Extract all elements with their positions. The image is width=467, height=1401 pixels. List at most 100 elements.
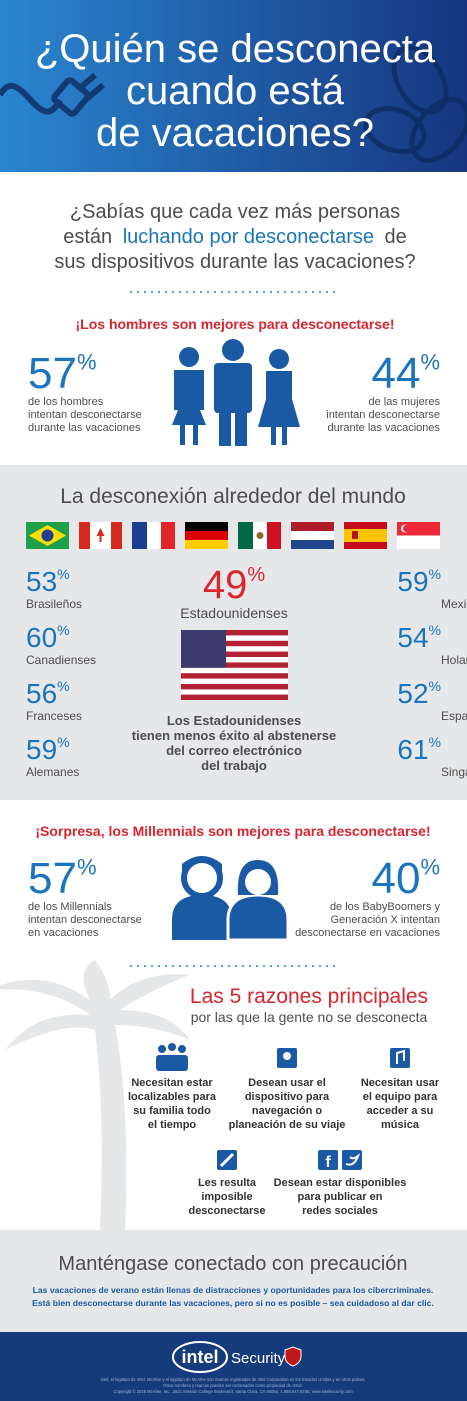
intel-swoosh bbox=[172, 1341, 228, 1373]
percent-sign: % bbox=[77, 855, 97, 880]
reasons-title: Las 5 razones principales bbox=[190, 985, 428, 1008]
title-line: ¿Quién se desconecta bbox=[35, 27, 436, 71]
intro: ¿Sabías que cada vez más personas están … bbox=[54, 201, 415, 273]
percent-sign: % bbox=[429, 622, 441, 638]
label-line: durante las vacaciones bbox=[327, 422, 440, 434]
stat-value: 56 bbox=[26, 678, 57, 709]
svg-text:f: f bbox=[325, 1154, 331, 1171]
label-line: Les resulta bbox=[198, 1177, 257, 1189]
reason-icons: f bbox=[156, 1043, 410, 1171]
label-line: de las mujeres bbox=[368, 396, 440, 408]
section-heading: ¡Los hombres son mejores para desconecta… bbox=[76, 316, 395, 332]
label-line: el tiempo bbox=[148, 1119, 197, 1131]
percent-sign: % bbox=[57, 622, 69, 638]
stat-value: 54 bbox=[397, 622, 428, 653]
percent-sign: % bbox=[57, 566, 69, 582]
label-line: Necesitan estar bbox=[131, 1077, 213, 1089]
label-line: desconectarse bbox=[188, 1205, 265, 1217]
stat-value: 59 bbox=[26, 734, 57, 765]
country-label: Alemanes bbox=[26, 765, 79, 779]
flower-icon bbox=[363, 45, 467, 163]
stat: 54% bbox=[397, 622, 441, 653]
percent-sign: % bbox=[429, 734, 441, 750]
intro-bg bbox=[0, 172, 467, 465]
flags bbox=[26, 522, 440, 549]
gender-figures bbox=[172, 339, 300, 446]
flag-mexico bbox=[238, 522, 281, 549]
plug-icon bbox=[0, 72, 105, 117]
percent-sign: % bbox=[57, 734, 69, 750]
flag-spain bbox=[344, 522, 387, 549]
stat: 57% bbox=[28, 854, 97, 903]
stat-value: 60 bbox=[26, 622, 57, 653]
label-line: imposible bbox=[201, 1191, 252, 1203]
palm-tree bbox=[0, 960, 190, 1230]
stat: 59% bbox=[397, 566, 441, 597]
label-line: en vacaciones bbox=[28, 927, 99, 939]
stat: 40% bbox=[371, 854, 440, 903]
music-icon bbox=[390, 1048, 410, 1068]
mcafee-shield bbox=[284, 1346, 302, 1367]
footer-bg bbox=[0, 1332, 467, 1401]
label-line: desconectarse en vacaciones bbox=[295, 927, 440, 939]
label-line: Desean estar disponibles bbox=[274, 1177, 407, 1189]
label-line: navegación o bbox=[252, 1105, 323, 1117]
brand: intel bbox=[181, 1347, 218, 1367]
family-icon bbox=[156, 1043, 188, 1071]
stat-value: 61 bbox=[397, 734, 428, 765]
label-line: del trabajo bbox=[201, 758, 267, 773]
label-line: música bbox=[381, 1119, 420, 1131]
percent-sign: % bbox=[420, 855, 440, 880]
percent-sign: % bbox=[57, 678, 69, 694]
title-line: de vacaciones? bbox=[96, 111, 374, 155]
label-line: Los Estadounidenses bbox=[167, 713, 301, 728]
social-icons: f bbox=[318, 1150, 362, 1171]
us-flag bbox=[181, 630, 288, 700]
flag-canada bbox=[79, 522, 122, 549]
country-label: Franceses bbox=[26, 709, 82, 723]
percent-sign: % bbox=[247, 564, 265, 586]
country-label: Brasileños bbox=[26, 597, 82, 611]
header-title: ¿Quién se desconecta cuando está de vaca… bbox=[35, 27, 436, 155]
stat: 60% bbox=[26, 622, 70, 653]
label-line: durante las vacaciones bbox=[28, 422, 141, 434]
stat: 49% bbox=[203, 563, 266, 607]
percent-sign: % bbox=[429, 678, 441, 694]
country-label: Españoles bbox=[441, 709, 467, 723]
country-label: Canadienses bbox=[26, 653, 96, 667]
closing-line: Está bien desconectarse durante las vaca… bbox=[32, 1298, 434, 1308]
stat-value: 40 bbox=[371, 854, 420, 903]
label-line: de los Millennials bbox=[28, 901, 112, 913]
label-line: intentan desconectarse bbox=[326, 409, 440, 421]
country-label: Mexicanos bbox=[441, 597, 467, 611]
flag-brazil bbox=[26, 522, 69, 549]
intro-line: están luchando por desconectarse de bbox=[63, 226, 407, 248]
intro-text: están bbox=[63, 226, 112, 248]
stat: 52% bbox=[397, 678, 441, 709]
label-line: dispositivo para bbox=[245, 1091, 330, 1103]
millennials-icon bbox=[172, 856, 290, 942]
stat: 57% bbox=[28, 349, 97, 398]
label-line: intentan desconectarse bbox=[28, 914, 142, 926]
closing-line: Las vacaciones de verano están llenas de… bbox=[33, 1285, 434, 1295]
tools-icon bbox=[217, 1150, 237, 1170]
reasons-subtitle: por las que la gente no se desconecta bbox=[191, 1009, 428, 1025]
legal-line: Intel, el logotipo de Intel, McAfee y el… bbox=[100, 1377, 365, 1382]
flag-singapore bbox=[397, 522, 440, 549]
label-line: para publicar en bbox=[298, 1191, 383, 1203]
country-label: Holandeses bbox=[441, 653, 467, 667]
intro-text: de bbox=[385, 226, 407, 248]
legal-line: Copyright © 2016 McAfee, Inc., 2821 Miss… bbox=[113, 1389, 353, 1394]
label-line: el equipo para bbox=[363, 1091, 438, 1103]
section-title: La desconexión alrededor del mundo bbox=[60, 485, 406, 508]
product: Security bbox=[231, 1350, 286, 1367]
stat-value: 59 bbox=[397, 566, 428, 597]
stat-value: 44 bbox=[371, 349, 420, 398]
stat-value: 57 bbox=[28, 854, 77, 903]
country-label: Singapurenses bbox=[441, 765, 467, 779]
label-line: redes sociales bbox=[302, 1205, 378, 1217]
stat: 44% bbox=[371, 349, 440, 398]
label-line: Desean usar el bbox=[248, 1077, 326, 1089]
